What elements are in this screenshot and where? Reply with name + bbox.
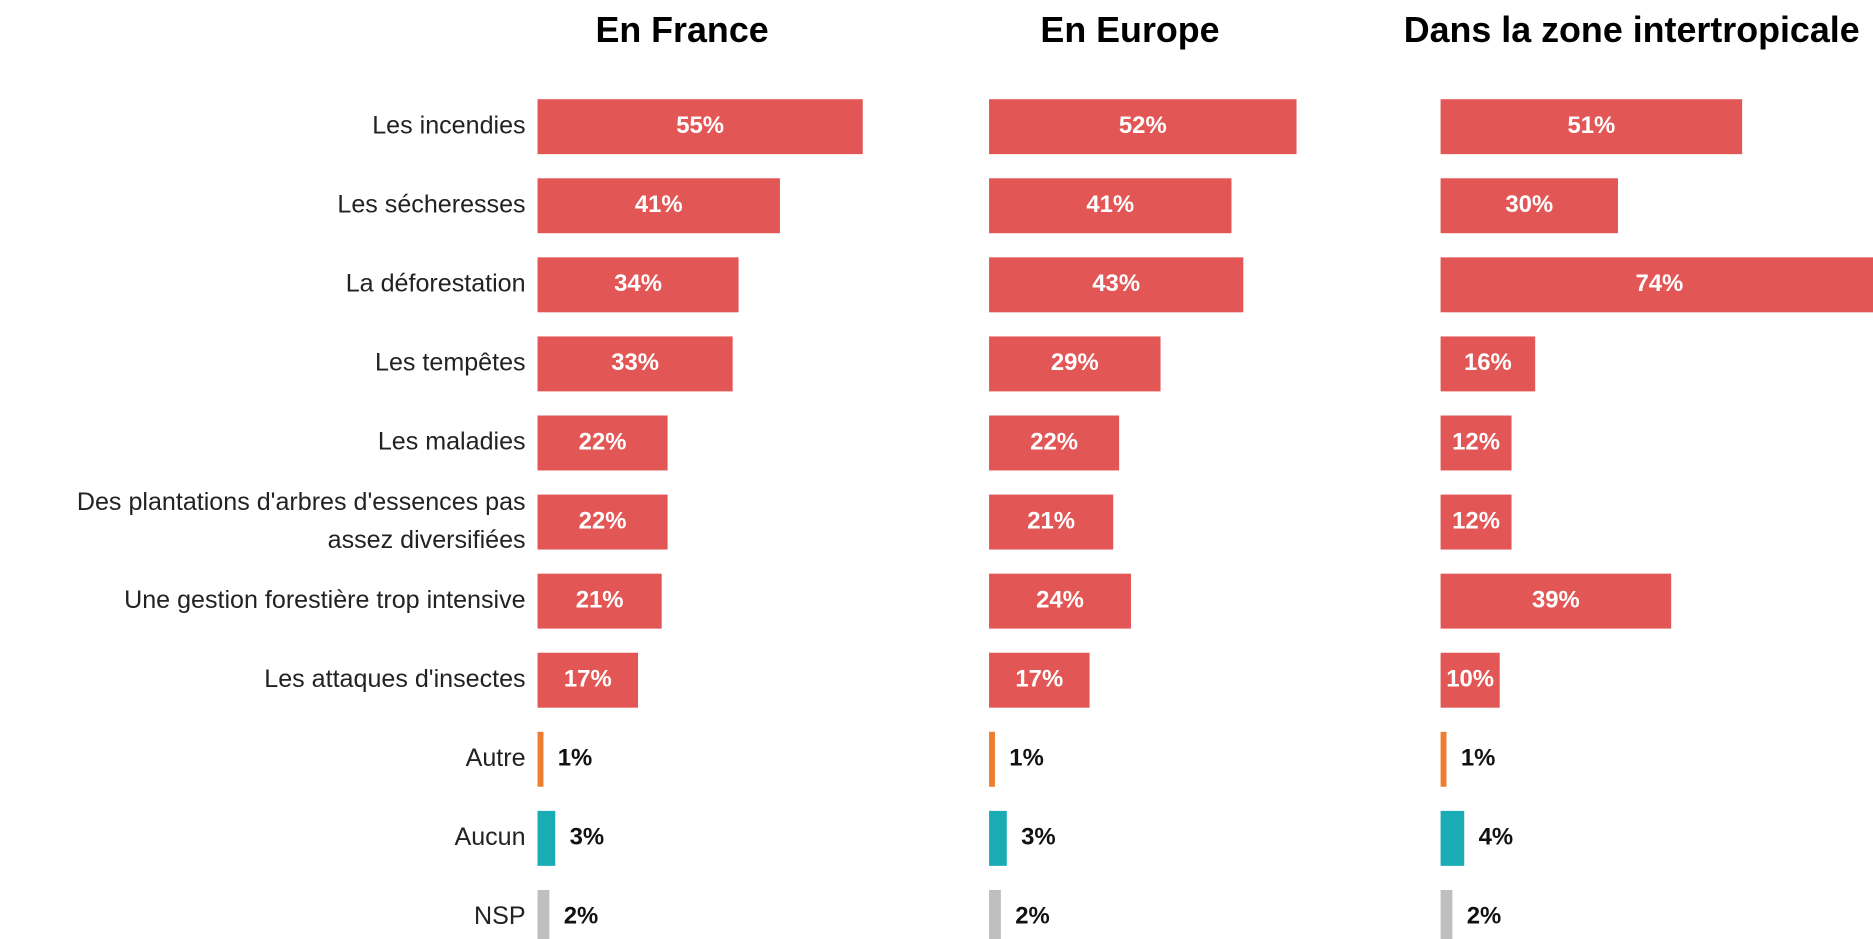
bar xyxy=(537,336,733,392)
bar xyxy=(537,178,780,234)
value-label: 30% xyxy=(1505,191,1553,218)
value-label: 12% xyxy=(1452,507,1500,534)
bar xyxy=(537,99,863,155)
value-label: 29% xyxy=(1051,349,1099,376)
value-label: 22% xyxy=(579,507,627,534)
bar xyxy=(537,257,739,313)
value-label: 21% xyxy=(1027,507,1075,534)
value-label: 34% xyxy=(614,270,662,297)
bar xyxy=(1440,415,1512,471)
bar xyxy=(989,652,1090,708)
category-label: Des plantations d'arbres d'essences pas … xyxy=(77,488,526,554)
value-label: 55% xyxy=(676,112,724,139)
category-label: Autre xyxy=(466,744,526,772)
category-label: Une gestion forestière trop intensive xyxy=(124,586,525,614)
bar xyxy=(537,573,662,629)
value-label: 1% xyxy=(1461,745,1496,772)
bar xyxy=(1440,494,1512,550)
bar xyxy=(537,810,556,866)
value-label: 39% xyxy=(1532,586,1580,613)
value-label: 33% xyxy=(611,349,659,376)
bar xyxy=(537,889,550,939)
category-label: NSP xyxy=(474,902,526,930)
bar xyxy=(1440,889,1453,939)
category-label: Les attaques d'insectes xyxy=(264,665,525,693)
value-label: 4% xyxy=(1479,824,1514,851)
bar xyxy=(989,573,1131,629)
value-label: 3% xyxy=(1021,824,1056,851)
bar xyxy=(989,889,1001,939)
value-label: 52% xyxy=(1119,112,1167,139)
bar xyxy=(1440,810,1465,866)
bar xyxy=(537,652,639,708)
bar xyxy=(989,731,995,787)
category-label: Les tempêtes xyxy=(375,349,526,377)
value-label: 10% xyxy=(1446,666,1494,693)
bar xyxy=(537,494,668,550)
bar xyxy=(1440,178,1618,234)
bar xyxy=(1440,652,1500,708)
bar xyxy=(989,99,1297,155)
bar xyxy=(989,415,1120,471)
value-label: 12% xyxy=(1452,428,1500,455)
bar xyxy=(1440,257,1873,313)
value-label: 3% xyxy=(570,824,605,851)
chart-title: En Europe xyxy=(1040,10,1219,50)
value-label: 41% xyxy=(1086,191,1134,218)
value-label: 17% xyxy=(564,666,612,693)
value-label: 17% xyxy=(1015,666,1063,693)
value-label: 21% xyxy=(576,586,624,613)
value-label: 2% xyxy=(1467,903,1502,930)
value-label: 41% xyxy=(635,191,683,218)
bar xyxy=(989,178,1232,234)
category-label: Aucun xyxy=(454,823,525,851)
value-label: 1% xyxy=(558,745,593,772)
bar xyxy=(1440,731,1447,787)
value-label: 22% xyxy=(1030,428,1078,455)
bar xyxy=(989,257,1244,313)
bar xyxy=(537,731,544,787)
value-label: 1% xyxy=(1009,745,1044,772)
value-label: 24% xyxy=(1036,586,1084,613)
bar xyxy=(989,494,1114,550)
bar xyxy=(1440,573,1672,629)
bar xyxy=(989,810,1007,866)
bar xyxy=(1440,99,1743,155)
bar xyxy=(989,336,1161,392)
category-label: Les sécheresses xyxy=(337,190,525,218)
chart-title: Dans la zone intertropicale xyxy=(1404,10,1860,50)
value-label: 2% xyxy=(564,903,599,930)
value-label: 51% xyxy=(1567,112,1615,139)
value-label: 22% xyxy=(579,428,627,455)
value-label: 74% xyxy=(1635,270,1683,297)
category-label: Les maladies xyxy=(378,428,526,456)
value-label: 16% xyxy=(1464,349,1512,376)
category-label: Les incendies xyxy=(372,111,525,139)
value-label: 43% xyxy=(1092,270,1140,297)
bar xyxy=(1440,336,1536,392)
category-label: La déforestation xyxy=(346,269,526,297)
chart-title: En France xyxy=(595,10,768,50)
value-label: 2% xyxy=(1015,903,1050,930)
bar xyxy=(537,415,668,471)
